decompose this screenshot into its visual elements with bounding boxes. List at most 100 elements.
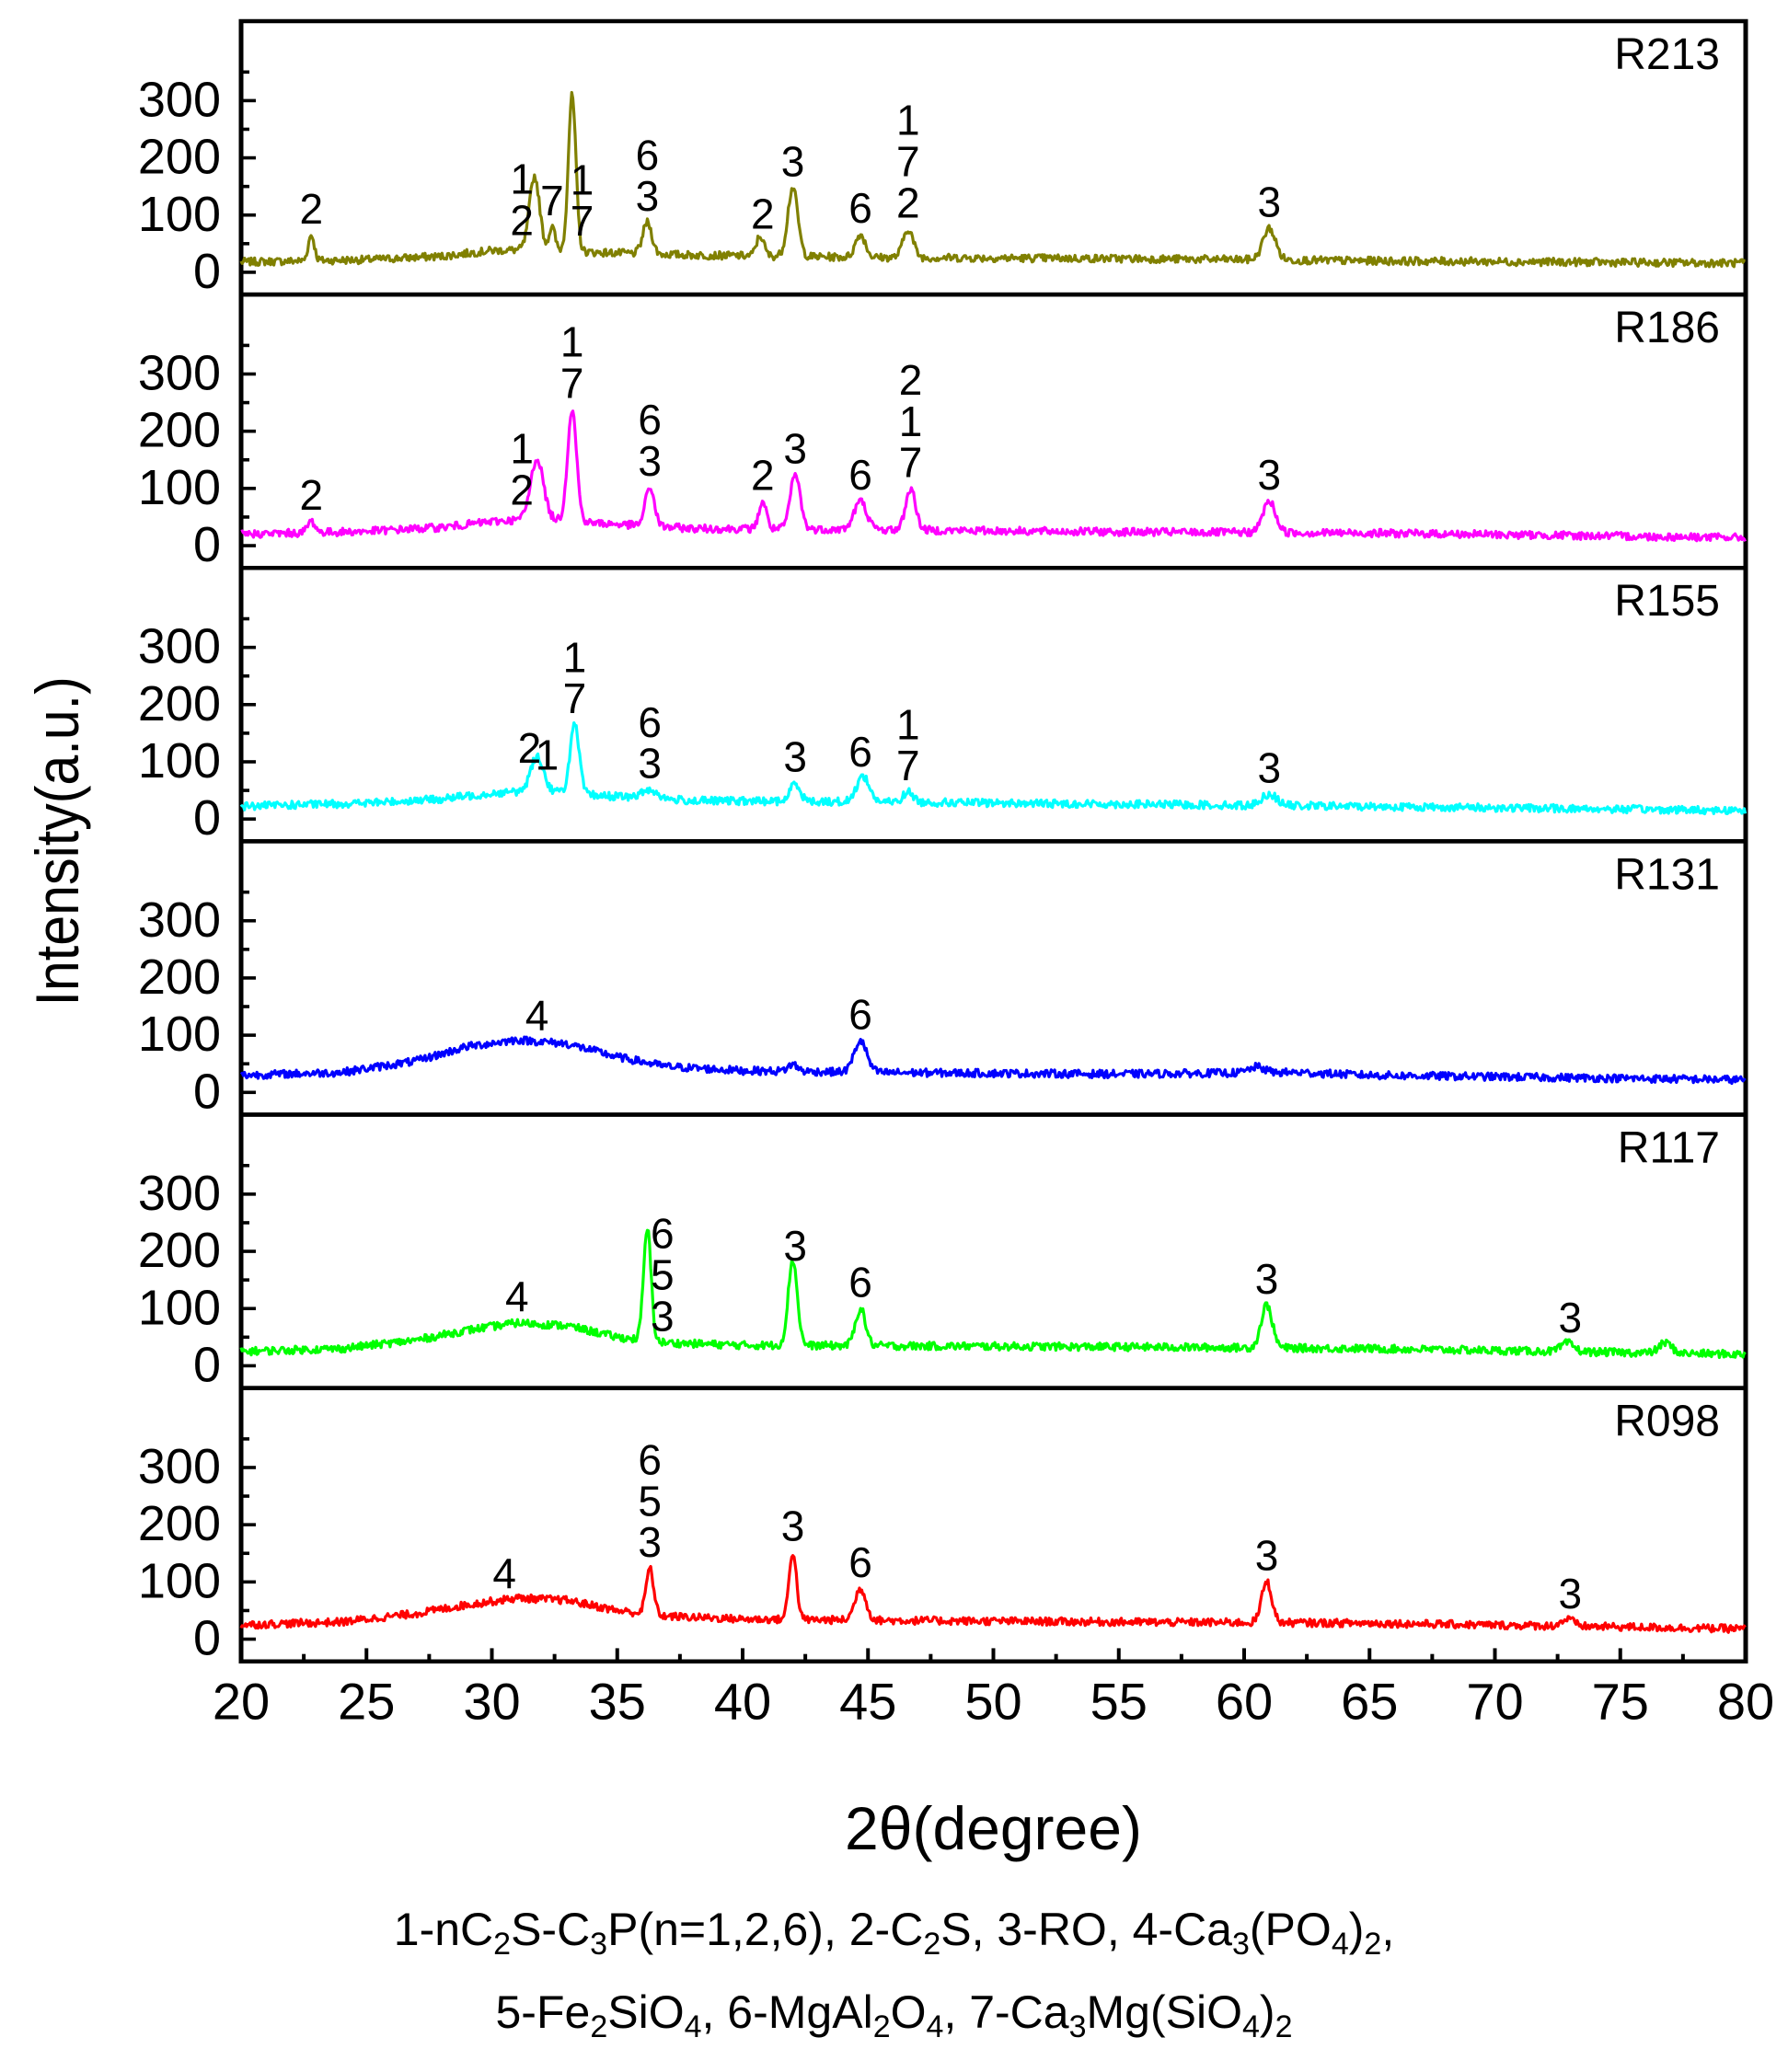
sample-label-r186: R186 bbox=[1614, 304, 1720, 352]
legend-text: 1-nC bbox=[393, 1904, 494, 1955]
panel-frame-r155 bbox=[238, 566, 1748, 844]
peak-label-r186-1-1: 2 bbox=[510, 466, 534, 513]
y-tick-label-r155-100: 100 bbox=[138, 733, 221, 789]
legend-text: S, 3-RO, 4-Ca bbox=[940, 1904, 1232, 1955]
legend-text: O bbox=[890, 1986, 927, 2038]
legend-text: , 7-Ca bbox=[943, 1986, 1069, 2038]
y-tick-label-r186-100: 100 bbox=[138, 460, 221, 515]
peak-label-r155-7-0: 3 bbox=[1257, 744, 1281, 792]
legend-subscript: 3 bbox=[590, 1927, 608, 1962]
peak-label-r186-2-1: 7 bbox=[560, 359, 584, 407]
peak-label-r098-0-0: 4 bbox=[492, 1549, 516, 1597]
legend-text: Mg(SiO bbox=[1086, 1986, 1242, 2038]
peak-label-r213-8-2: 2 bbox=[896, 178, 920, 226]
y-tick-label-r098-100: 100 bbox=[138, 1553, 221, 1608]
legend-subscript: 2 bbox=[923, 1927, 941, 1962]
x-tick-label-50: 50 bbox=[964, 1672, 1021, 1730]
peak-label-r186-6-0: 6 bbox=[848, 451, 872, 499]
peak-label-r186-7-2: 7 bbox=[899, 439, 923, 487]
peak-label-r186-7-1: 1 bbox=[899, 397, 923, 445]
legend-subscript: 4 bbox=[1331, 1927, 1349, 1962]
peak-label-r131-1-0: 6 bbox=[848, 991, 872, 1039]
peak-label-r098-2-0: 3 bbox=[781, 1502, 805, 1549]
peak-label-r155-6-1: 7 bbox=[896, 742, 920, 789]
x-tick-label-35: 35 bbox=[589, 1672, 646, 1730]
peak-label-r117-2-0: 3 bbox=[783, 1222, 807, 1270]
peak-label-r213-3-0: 1 bbox=[571, 155, 594, 203]
trace-r155 bbox=[239, 720, 1748, 816]
peak-label-r213-2-0: 7 bbox=[540, 177, 564, 224]
peak-label-r117-1-1: 5 bbox=[651, 1251, 675, 1299]
peak-label-r213-1-1: 2 bbox=[510, 197, 534, 245]
peak-label-r213-0-0: 2 bbox=[300, 185, 324, 233]
peak-label-r213-8-0: 1 bbox=[896, 97, 920, 144]
legend-text: ) bbox=[1259, 1986, 1275, 2038]
sample-label-r155: R155 bbox=[1614, 577, 1720, 626]
sample-label-r117: R117 bbox=[1618, 1123, 1720, 1172]
peak-label-r098-4-0: 3 bbox=[1255, 1531, 1279, 1579]
peak-label-r213-8-1: 7 bbox=[896, 138, 920, 186]
peak-label-r098-1-2: 3 bbox=[638, 1518, 662, 1566]
legend-subscript: 3 bbox=[1068, 2009, 1087, 2044]
sample-label-r098: R098 bbox=[1614, 1398, 1720, 1446]
y-tick-label-r155-300: 300 bbox=[138, 619, 221, 674]
peak-label-r098-1-0: 6 bbox=[638, 1436, 662, 1484]
peak-label-r155-6-0: 1 bbox=[896, 700, 920, 748]
x-tick-label-75: 75 bbox=[1592, 1672, 1649, 1730]
x-tick-label-80: 80 bbox=[1717, 1672, 1774, 1730]
peak-label-r117-3-0: 6 bbox=[848, 1259, 872, 1307]
peak-label-r155-1-0: 1 bbox=[536, 731, 559, 779]
legend-text: P(n=1,2,6), 2-C bbox=[607, 1904, 924, 1955]
x-tick-label-25: 25 bbox=[338, 1672, 395, 1730]
peak-label-r117-1-0: 6 bbox=[651, 1210, 675, 1258]
peak-label-r098-3-0: 6 bbox=[848, 1538, 872, 1586]
y-tick-label-r098-0: 0 bbox=[193, 1611, 221, 1666]
y-tick-label-r098-300: 300 bbox=[138, 1439, 221, 1494]
trace-r186 bbox=[240, 409, 1748, 543]
x-tick-label-45: 45 bbox=[839, 1672, 896, 1730]
peak-label-r117-5-0: 3 bbox=[1558, 1294, 1582, 1341]
legend-subscript: 4 bbox=[1242, 2009, 1260, 2044]
legend-text: 5-Fe bbox=[495, 1986, 591, 2038]
y-tick-label-r098-200: 200 bbox=[138, 1496, 221, 1551]
x-tick-label-60: 60 bbox=[1216, 1672, 1273, 1730]
legend-text: ) bbox=[1348, 1904, 1365, 1955]
peak-label-r155-3-1: 3 bbox=[638, 740, 662, 788]
peak-label-r155-3-0: 6 bbox=[638, 698, 662, 746]
legend-text: , bbox=[1381, 1904, 1395, 1955]
y-tick-label-r131-300: 300 bbox=[138, 892, 221, 948]
y-tick-label-r213-0: 0 bbox=[193, 244, 221, 299]
peak-label-r155-2-1: 7 bbox=[563, 674, 587, 722]
peak-label-r213-3-1: 7 bbox=[571, 197, 594, 245]
y-tick-label-r117-0: 0 bbox=[193, 1337, 221, 1392]
y-tick-label-r117-100: 100 bbox=[138, 1280, 221, 1335]
legend-line-2: 5-Fe2SiO4, 6-MgAl2O4, 7-Ca3Mg(SiO4)2 bbox=[0, 1980, 1788, 2044]
peak-label-r213-4-0: 6 bbox=[636, 131, 660, 178]
peak-label-r155-4-0: 3 bbox=[783, 733, 807, 781]
y-tick-label-r131-200: 200 bbox=[138, 950, 221, 1005]
peak-label-r213-7-0: 6 bbox=[848, 184, 872, 232]
legend-subscript: 2 bbox=[1364, 1927, 1382, 1962]
legend-subscript: 2 bbox=[493, 1927, 512, 1962]
legend-text: SiO bbox=[607, 1986, 685, 2038]
x-tick-label-30: 30 bbox=[463, 1672, 520, 1730]
y-tick-label-r131-0: 0 bbox=[193, 1064, 221, 1119]
legend-subscript: 2 bbox=[590, 2009, 608, 2044]
peak-label-r117-0-0: 4 bbox=[505, 1272, 529, 1320]
y-tick-label-r213-300: 300 bbox=[138, 72, 221, 127]
peak-label-r213-5-0: 2 bbox=[751, 190, 775, 237]
y-tick-label-r213-200: 200 bbox=[138, 130, 221, 185]
peak-label-r186-3-1: 3 bbox=[638, 437, 662, 485]
trace-r098 bbox=[239, 1554, 1747, 1634]
peak-label-r155-0-0: 2 bbox=[518, 724, 542, 772]
y-tick-label-r117-300: 300 bbox=[138, 1166, 221, 1221]
peak-label-r186-2-0: 1 bbox=[560, 318, 584, 366]
x-tick-label-55: 55 bbox=[1090, 1672, 1148, 1730]
x-tick-label-65: 65 bbox=[1341, 1672, 1398, 1730]
legend-subscript: 4 bbox=[684, 2009, 702, 2044]
legend-line-1: 1-nC2S-C3P(n=1,2,6), 2-C2S, 3-RO, 4-Ca3(… bbox=[0, 1897, 1788, 1962]
peak-label-r117-4-0: 3 bbox=[1255, 1255, 1279, 1303]
peak-label-r155-5-0: 6 bbox=[848, 728, 872, 776]
